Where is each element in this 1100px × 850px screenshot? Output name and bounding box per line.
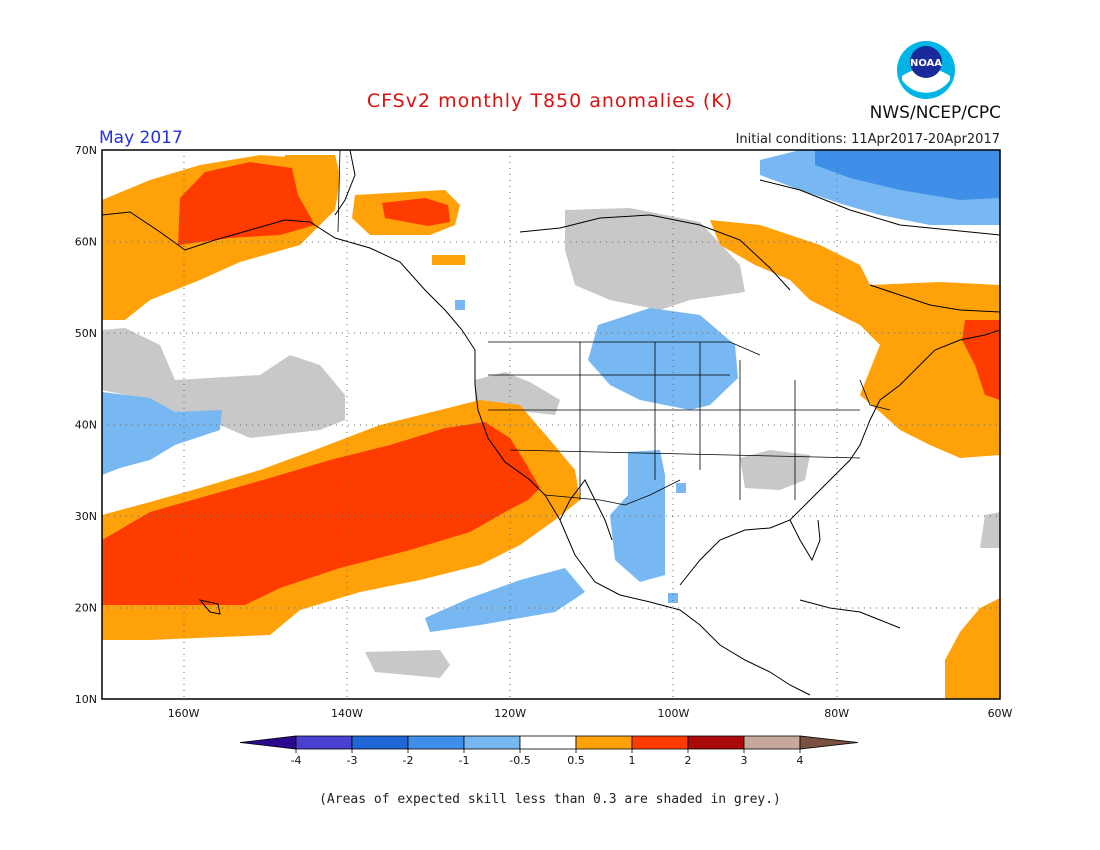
low-skill-region [565, 208, 745, 310]
warm-anomaly-region [432, 255, 465, 265]
colorbar-tick-label: 1 [629, 754, 636, 767]
low-skill-region [980, 512, 1000, 548]
warm-anomaly-region [945, 598, 1000, 699]
longitude-tick-label: 120W [494, 707, 526, 720]
low-skill-region [740, 450, 810, 490]
colorbar-tick-label: -1 [459, 754, 470, 767]
warm-anomaly-region-strong [962, 320, 1000, 400]
colorbar-tick-label: -4 [291, 754, 302, 767]
colorbar-swatch [351, 735, 409, 750]
map-frame [101, 149, 1001, 700]
latitude-labels: 10N 20N 30N 40N 50N 60N 70N [75, 144, 97, 706]
longitude-tick-label: 140W [331, 707, 363, 720]
cool-anomaly-region-strong [815, 150, 1000, 200]
colorbar-min-extension [239, 735, 297, 750]
latitude-tick-label: 50N [75, 327, 97, 340]
warm-anomaly-region-strong [102, 422, 540, 605]
low-skill-region [365, 650, 450, 678]
anomaly-shading [102, 150, 1000, 699]
forecast-period-label: May 2017 [99, 128, 183, 148]
longitude-tick-label: 60W [988, 707, 1013, 720]
colorbar-tick-label: 3 [741, 754, 748, 767]
initial-conditions-label: Initial conditions: 11Apr2017-20Apr2017 [735, 132, 1000, 147]
longitude-tick-label: 160W [168, 707, 200, 720]
latitude-tick-label: 10N [75, 693, 97, 706]
colorbar-tick-label: -3 [347, 754, 358, 767]
latitude-tick-label: 70N [75, 144, 97, 157]
colorbar-tick-label: 2 [685, 754, 692, 767]
latitude-tick-label: 20N [75, 602, 97, 615]
colorbar-tick-label: 0.5 [567, 754, 585, 767]
colorbar-swatch [519, 735, 577, 750]
colorbar-legend: -4 -3 -2 -1 -0.5 0.5 1 2 3 4 [239, 735, 859, 767]
cool-anomaly-region [425, 568, 585, 632]
map-title: CFSv2 monthly T850 anomalies (K) [366, 90, 734, 112]
noaa-logo-text: NOAA [910, 58, 942, 69]
cool-anomaly-region [610, 450, 665, 582]
cool-anomaly-region [588, 308, 738, 410]
colorbar-tick-label: -2 [403, 754, 414, 767]
warm-anomaly-region-strong [382, 198, 450, 226]
longitude-tick-label: 80W [824, 707, 849, 720]
low-skill-region [102, 328, 345, 438]
cool-anomaly-region [668, 593, 678, 603]
latitude-tick-label: 30N [75, 510, 97, 523]
colorbar-tick-label: 4 [797, 754, 804, 767]
coastlines [102, 150, 1000, 696]
colorbar-swatch [687, 735, 745, 750]
latitude-tick-label: 40N [75, 419, 97, 432]
colorbar-tick-label: -0.5 [509, 754, 530, 767]
longitude-tick-label: 100W [658, 707, 690, 720]
noaa-logo: NOAA [897, 41, 955, 99]
colorbar-max-extension [799, 735, 859, 750]
colorbar-swatch [743, 735, 801, 750]
latitude-tick-label: 60N [75, 236, 97, 249]
warm-anomaly-region-strong [178, 162, 315, 245]
colorbar-swatch [463, 735, 521, 750]
cool-anomaly-region [102, 392, 222, 475]
colorbar-swatch [631, 735, 689, 750]
cool-anomaly-region [676, 483, 686, 493]
colorbar-swatch [575, 735, 633, 750]
cool-anomaly-region [455, 300, 465, 310]
colorbar-swatch [407, 735, 465, 750]
political-borders [337, 150, 891, 506]
skill-footnote: (Areas of expected skill less than 0.3 a… [319, 792, 781, 807]
warm-anomaly-region [710, 220, 1000, 458]
agency-label: NWS/NCEP/CPC [869, 103, 1001, 123]
colorbar-swatch [295, 735, 353, 750]
longitude-labels: 160W 140W 120W 100W 80W 60W [168, 707, 1013, 720]
